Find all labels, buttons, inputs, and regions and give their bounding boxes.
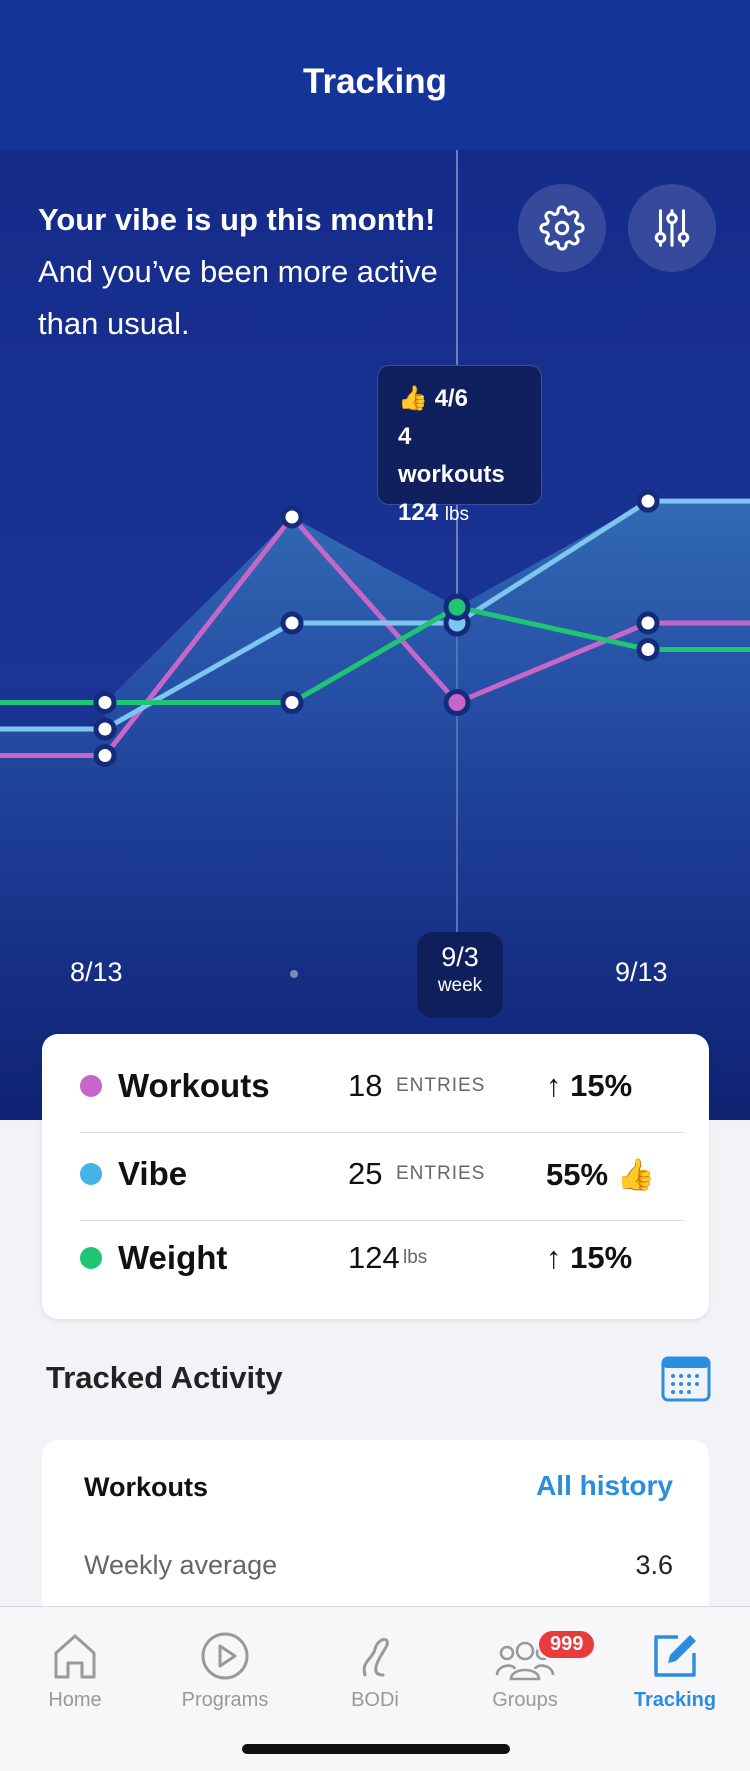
tooltip-workouts-row: 4 workouts xyxy=(398,418,521,494)
tab-label: Home xyxy=(48,1689,102,1711)
tooltip-weight-unit: lbs xyxy=(444,504,470,525)
series-line-vibe xyxy=(0,498,750,732)
bodi-logo-icon xyxy=(362,1637,389,1677)
settings-button[interactable] xyxy=(518,184,606,272)
x-label-end[interactable]: 9/13 xyxy=(615,957,668,987)
selected-period: week xyxy=(437,975,483,996)
trend-chart-panel: Your vibe is up this month! And you’ve b… xyxy=(0,150,750,1120)
play-icon xyxy=(201,1632,249,1680)
summary-unit: ENTRIES xyxy=(396,1163,486,1184)
chart-area-fill xyxy=(0,501,750,1120)
x-label-start[interactable]: 8/13 xyxy=(70,957,123,987)
calendar-icon xyxy=(661,1356,711,1402)
divider xyxy=(80,1132,683,1133)
chart-tooltip: 👍 4/6 4 workouts 124 lbs xyxy=(377,365,542,526)
tooltip-weight-row: 124 lbs xyxy=(398,494,521,534)
tracked-activity-title: Tracked Activity xyxy=(46,1360,283,1395)
summary-name: Vibe xyxy=(118,1155,188,1192)
data-point-weight[interactable] xyxy=(636,638,660,661)
data-point-vibe[interactable] xyxy=(280,611,304,635)
weekly-average-label: Weekly average xyxy=(84,1550,278,1580)
summary-num: 25 xyxy=(348,1156,383,1191)
selected-date: 9/3 xyxy=(441,942,479,972)
page-title: Tracking xyxy=(303,62,447,101)
sliders-icon xyxy=(654,209,690,247)
data-point-vibe[interactable] xyxy=(636,489,660,513)
summary-unit: lbs xyxy=(403,1247,428,1268)
data-point-weight[interactable] xyxy=(280,691,304,714)
hero-message-bold: Your vibe is up this month! xyxy=(38,202,436,237)
data-point-workouts[interactable] xyxy=(93,744,117,767)
summary-name: Workouts xyxy=(118,1067,270,1104)
tab-bodi[interactable]: BODi xyxy=(300,1625,450,1712)
filter-button[interactable] xyxy=(628,184,716,272)
hero-message-rest: And you’ve been more active than usual. xyxy=(38,254,438,341)
hero-message: Your vibe is up this month! And you’ve b… xyxy=(38,194,458,350)
summary-row-vibe[interactable]: Vibe 25 ENTRIES 55% 👍 xyxy=(80,1130,683,1218)
data-point-weight[interactable] xyxy=(443,593,471,621)
gear-icon xyxy=(539,205,585,251)
tooltip-workouts-count: 4 xyxy=(398,423,412,450)
tab-groups[interactable]: Groups 999 xyxy=(450,1625,600,1712)
series-line-workouts xyxy=(0,514,750,758)
data-point-workouts[interactable] xyxy=(443,689,471,716)
series-line-weight xyxy=(0,604,750,705)
tooltip-workouts-label: workouts xyxy=(398,461,505,488)
tab-bar: Home Programs BODi Groups 999 Tracking xyxy=(0,1606,750,1771)
all-history-link[interactable]: All history xyxy=(536,1470,673,1501)
summary-pct: ↑ 15% xyxy=(546,1240,633,1275)
thumbs-up-icon: 👍 xyxy=(398,385,428,412)
weight-legend-dot xyxy=(80,1247,102,1269)
tab-label: BODi xyxy=(351,1689,399,1711)
summary-pct: ↑ 15% xyxy=(546,1068,633,1103)
home-indicator xyxy=(242,1744,510,1754)
data-point-vibe[interactable] xyxy=(93,717,117,741)
tooltip-weight-value: 124 xyxy=(398,499,439,526)
data-point-workouts[interactable] xyxy=(280,505,304,529)
summary-card: Workouts 18 ENTRIES ↑ 15% Vibe 25 ENTRIE… xyxy=(42,1034,709,1319)
summary-num: 18 xyxy=(348,1068,383,1103)
data-point-weight[interactable] xyxy=(93,691,117,714)
tab-programs[interactable]: Programs xyxy=(150,1625,300,1712)
tab-home[interactable]: Home xyxy=(0,1625,150,1712)
selected-week-pill[interactable]: 9/3 week xyxy=(417,932,503,1018)
home-icon xyxy=(54,1634,96,1679)
divider xyxy=(80,1220,683,1221)
activity-card-title: Workouts xyxy=(84,1472,209,1502)
tab-label: Tracking xyxy=(633,1689,717,1711)
edit-icon xyxy=(654,1635,696,1677)
summary-name: Weight xyxy=(118,1239,228,1276)
line-chart xyxy=(0,150,750,1120)
weekly-average-value: 3.6 xyxy=(635,1550,673,1580)
tab-tracking[interactable]: Tracking xyxy=(600,1625,750,1712)
tab-label: Programs xyxy=(181,1689,269,1711)
summary-pct: 55% 👍 xyxy=(546,1156,656,1192)
tooltip-date-row: 👍 4/6 xyxy=(398,380,521,418)
summary-row-weight[interactable]: Weight 124 lbs ↑ 15% xyxy=(80,1214,683,1302)
workouts-legend-dot xyxy=(80,1075,102,1097)
calendar-button[interactable] xyxy=(661,1356,711,1402)
header-bar: Tracking xyxy=(0,0,750,150)
notification-badge: 999 xyxy=(537,1629,597,1660)
summary-unit: ENTRIES xyxy=(396,1075,486,1096)
x-tick-dot xyxy=(290,970,298,978)
tab-label: Groups xyxy=(492,1689,558,1711)
summary-num: 124 xyxy=(348,1240,400,1275)
tooltip-date: 4/6 xyxy=(434,385,468,412)
summary-row-workouts[interactable]: Workouts 18 ENTRIES ↑ 15% xyxy=(80,1042,683,1130)
data-point-workouts[interactable] xyxy=(636,611,660,635)
vibe-legend-dot xyxy=(80,1163,102,1185)
